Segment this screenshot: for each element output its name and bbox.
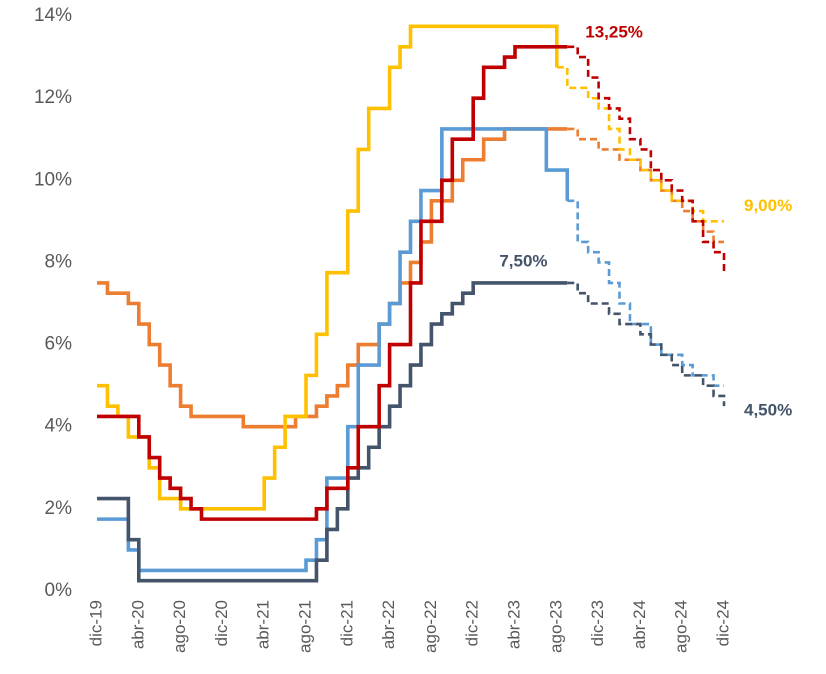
y-tick-label: 0% xyxy=(45,580,73,601)
y-tick-label: 12% xyxy=(34,87,72,108)
x-tick-label: abr-21 xyxy=(254,600,273,649)
value-label: 9,00% xyxy=(744,196,792,215)
x-tick-label: dic-19 xyxy=(86,600,105,646)
line-projection xyxy=(567,45,726,273)
value-label: 4,50% xyxy=(744,401,792,420)
x-tick-label: dic-21 xyxy=(337,600,356,646)
line-actual xyxy=(97,45,568,521)
value-label: 7,50% xyxy=(499,251,547,270)
y-tick-label: 10% xyxy=(34,169,72,190)
value-label: 13,25% xyxy=(585,22,643,41)
line-projection xyxy=(556,66,724,223)
x-tick-label: dic-24 xyxy=(713,600,732,646)
x-tick-label: ago-22 xyxy=(421,600,440,653)
y-tick-label: 2% xyxy=(45,498,73,519)
x-tick-label: abr-20 xyxy=(128,600,147,649)
y-tick-label: 14% xyxy=(34,5,72,26)
x-tick-label: dic-23 xyxy=(588,600,607,646)
x-tick-label: abr-24 xyxy=(630,600,649,649)
line-projection xyxy=(567,127,724,244)
x-tick-label: ago-21 xyxy=(295,600,314,653)
y-tick-label: 6% xyxy=(45,334,73,355)
x-tick-label: abr-22 xyxy=(379,600,398,649)
x-tick-label: dic-20 xyxy=(212,600,231,646)
line-actual xyxy=(97,127,568,429)
y-tick-label: 8% xyxy=(45,251,73,272)
line-actual xyxy=(97,24,559,511)
x-tick-label: abr-23 xyxy=(504,600,523,649)
line-actual xyxy=(97,127,570,573)
line-projection xyxy=(567,281,726,407)
x-tick-label: ago-23 xyxy=(546,600,565,653)
y-tick-label: 4% xyxy=(45,416,73,437)
x-tick-label: ago-20 xyxy=(170,600,189,653)
x-tick-label: ago-24 xyxy=(672,600,691,653)
x-tick-label: dic-22 xyxy=(463,600,482,646)
line-projection xyxy=(567,199,724,387)
line-actual xyxy=(97,281,568,583)
